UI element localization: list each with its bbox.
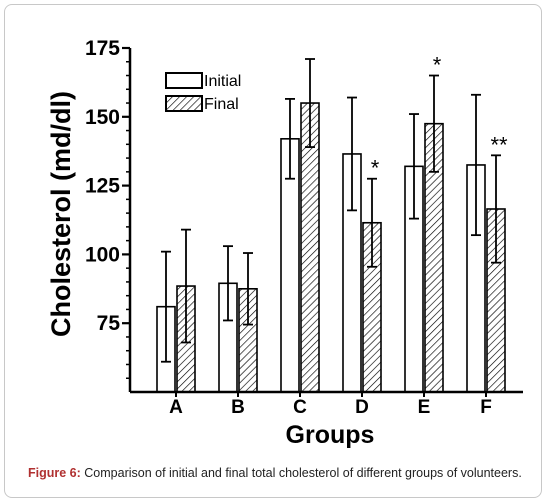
bars-layer [156,58,506,393]
y-axis-title: Cholesterol (md/dl) [46,91,76,337]
y-tick-label-125: 125 [85,175,120,198]
error-bar-initial-f [471,93,481,237]
y-tick-label-150: 150 [85,106,120,129]
error-bar-initial-a [161,250,171,363]
legend-label-final: Final [204,96,239,113]
error-bar-final-a [181,228,191,344]
x-tick-label-b: B [231,397,245,418]
error-bar-final-e [429,74,439,173]
error-bar-final-d [367,177,377,268]
figure-frame [4,4,542,498]
figure-caption: Figure 6: Comparison of initial and fina… [28,465,543,481]
x-tick-label-f: F [480,397,492,418]
legend: Initial Final [165,72,241,113]
caption-figure-label: Figure 6: [28,466,81,480]
caption-text: Comparison of initial and final total ch… [80,466,522,480]
labels-layer: A B C * D * E ** F 75 100 125 150 175 [85,37,508,418]
significance-label-f: ** [490,132,508,157]
legend-swatch-initial [165,72,203,89]
x-tick-label-a: A [169,397,183,418]
y-tick-label-175: 175 [85,37,120,60]
error-bar-final-f [491,154,501,264]
significance-label-d: * [371,156,380,181]
legend-label-initial: Initial [204,73,241,90]
error-bar-final-c [305,58,315,148]
x-axis-title: Groups [286,421,375,449]
y-tick-label-100: 100 [85,243,120,266]
error-bar-initial-d [347,96,357,212]
x-tick-label-e: E [418,397,431,418]
x-tick-label-d: D [355,397,369,418]
error-bar-initial-e [409,113,419,220]
bar-chart: A B C * D * E ** F 75 100 125 150 175 Initial Final C… [46,37,523,449]
legend-swatch-final [165,95,203,112]
error-bar-final-b [243,252,253,326]
axes-layer [122,46,523,397]
error-bar-initial-b [223,245,233,322]
y-tick-label-75: 75 [97,312,121,335]
significance-label-e: * [433,53,442,78]
x-tick-label-c: C [293,397,307,418]
error-bar-initial-c [285,98,295,180]
